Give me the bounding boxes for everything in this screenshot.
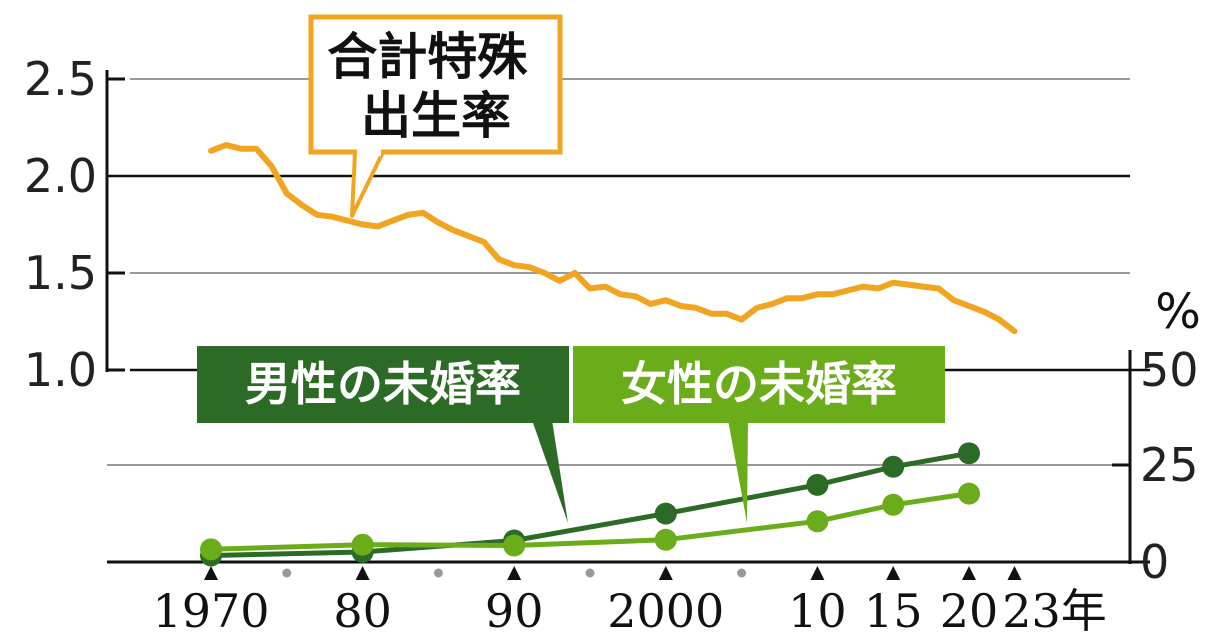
x-tick-label: 20 <box>940 584 999 638</box>
left-tick-label: 1.0 <box>24 343 97 397</box>
right-tick-label: 25 <box>1140 438 1199 492</box>
callout-female: 女性の未婚率 <box>573 346 945 523</box>
data-point <box>882 455 905 478</box>
data-point <box>503 534 526 557</box>
right-tick-label: 0 <box>1140 535 1169 589</box>
series-line <box>208 142 1018 335</box>
callout-fertility-line: 合計特殊 <box>327 28 528 86</box>
series-2 <box>200 482 980 561</box>
x-tick-dot <box>585 568 595 578</box>
callout-fertility: 合計特殊 出生率 <box>308 14 563 218</box>
x-tick-label: 90 <box>485 584 544 638</box>
x-tick-triangle <box>810 566 825 580</box>
callout-fertility-line: 出生率 <box>361 87 511 145</box>
right-axis-unit: % <box>1155 284 1201 340</box>
callout-male-box <box>197 346 569 423</box>
x-tick-triangle <box>507 566 522 580</box>
callout-male-label: 男性の未婚率 <box>245 357 521 411</box>
series-line <box>208 491 972 552</box>
data-point <box>806 510 829 533</box>
data-point <box>958 442 980 465</box>
series-0 <box>208 142 1018 335</box>
callout-fertility-pointer <box>350 150 385 218</box>
right-tick-label: 50 <box>1140 343 1199 397</box>
callout-male: 男性の未婚率 <box>197 346 569 523</box>
x-tick-label: 1970 <box>152 584 269 638</box>
x-tick-triangle <box>1007 566 1022 580</box>
x-tick-dot <box>737 568 747 578</box>
data-point <box>200 538 222 561</box>
x-axis-marks <box>204 566 1022 580</box>
right-axis: % 50 25 0 <box>1112 284 1201 589</box>
x-tick-label: 10 <box>788 584 847 638</box>
x-tick-triangle <box>204 566 218 580</box>
data-point <box>806 473 829 496</box>
x-tick-triangle <box>658 566 673 580</box>
callout-fertility-gap <box>357 148 381 156</box>
x-tick-triangle <box>962 566 976 580</box>
data-point <box>958 482 980 505</box>
callout-male-pointer <box>532 420 568 523</box>
gridlines <box>107 78 1150 564</box>
left-axis: 2.5 2.0 1.5 1.0 <box>24 52 125 397</box>
left-tick-label: 2.5 <box>24 52 97 106</box>
callout-fertility-box <box>308 14 563 155</box>
series-layer <box>200 142 1018 567</box>
x-axis-labels: 1970 80 90 2000 10 15 20 23年 <box>152 584 1106 638</box>
x-tick-label: 23年 <box>1002 584 1107 638</box>
callout-female-pointer <box>728 420 748 523</box>
x-tick-label: 2000 <box>607 584 724 638</box>
callout-fertility-label: 合計特殊 出生率 <box>327 28 544 145</box>
x-tick-dot <box>282 568 292 578</box>
data-point <box>882 493 905 516</box>
data-point <box>351 533 374 556</box>
x-tick-triangle <box>886 566 901 580</box>
x-tick-label: 80 <box>333 584 392 638</box>
data-point <box>654 528 677 551</box>
left-tick-label: 2.0 <box>24 149 97 203</box>
x-tick-label: 15 <box>864 584 923 638</box>
callout-female-label: 女性の未婚率 <box>621 357 897 411</box>
data-point <box>654 502 677 525</box>
left-tick-label: 1.5 <box>24 246 97 300</box>
callout-female-box <box>573 346 945 423</box>
x-tick-dot <box>433 568 443 578</box>
x-tick-triangle <box>355 566 370 580</box>
